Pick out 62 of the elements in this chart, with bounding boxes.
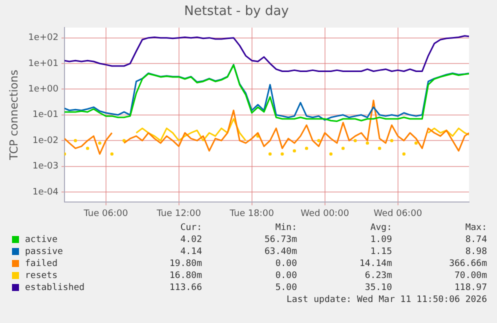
y-axis-title: TCP connections bbox=[7, 70, 20, 162]
text: Avg: bbox=[369, 222, 392, 234]
text: 8.74 bbox=[464, 234, 487, 246]
text: 16.80m bbox=[168, 270, 202, 282]
point bbox=[110, 152, 114, 156]
text: 19.80m bbox=[168, 258, 202, 270]
text: 118.97 bbox=[453, 282, 487, 294]
point bbox=[280, 152, 284, 156]
point bbox=[390, 138, 394, 142]
text: 1.15 bbox=[369, 246, 392, 258]
text: 0.00 bbox=[274, 270, 297, 282]
text: 6.23m bbox=[364, 270, 392, 282]
y-tick-label: 1e+00 bbox=[28, 84, 59, 95]
text: 113.66 bbox=[168, 282, 202, 294]
x-tick-label: Tue 06:00 bbox=[82, 208, 128, 219]
point bbox=[402, 152, 406, 156]
text: 4.02 bbox=[179, 234, 202, 246]
x-tick-label: Tue 18:00 bbox=[228, 208, 274, 219]
point bbox=[122, 138, 126, 142]
y-tick-label: 1e-01 bbox=[32, 110, 58, 120]
point bbox=[304, 146, 308, 150]
legend-label: active bbox=[24, 234, 59, 246]
legend-label: resets bbox=[24, 270, 59, 282]
text: 63.40m bbox=[263, 246, 297, 258]
y-tick-label: 1e-04 bbox=[32, 187, 59, 198]
legend-label: failed bbox=[24, 258, 59, 270]
y-tick-label: 1e-02 bbox=[32, 136, 58, 146]
y-tick-label: 1e-03 bbox=[32, 162, 58, 172]
text: 5.00 bbox=[274, 282, 297, 294]
point bbox=[268, 152, 272, 156]
y-tick-label: 1e+02 bbox=[28, 33, 58, 44]
legend-label: passive bbox=[24, 246, 64, 258]
point bbox=[341, 146, 345, 150]
x-tick-label: Tue 12:00 bbox=[156, 208, 202, 219]
text: 35.10 bbox=[364, 282, 392, 294]
text: 0.00 bbox=[274, 258, 297, 270]
point bbox=[86, 146, 90, 150]
text: Min: bbox=[274, 222, 297, 234]
text: 70.00m bbox=[453, 270, 487, 282]
text: Max: bbox=[464, 222, 487, 234]
point bbox=[354, 138, 357, 142]
x-tick-label: Wed 06:00 bbox=[374, 208, 422, 219]
text: 1.09 bbox=[369, 234, 392, 246]
text: 56.73m bbox=[263, 234, 297, 246]
y-tick-label: 1e+01 bbox=[28, 58, 58, 69]
x-tick-label: Wed 00:00 bbox=[300, 208, 350, 219]
point bbox=[378, 146, 382, 150]
text: 14.14m bbox=[358, 258, 392, 270]
point bbox=[366, 141, 370, 145]
chart-title: Netstat - by day bbox=[184, 4, 290, 20]
text: Last update: Wed Mar 11 11:50:06 2026 bbox=[286, 294, 487, 306]
point bbox=[329, 152, 333, 156]
point bbox=[414, 141, 418, 145]
point bbox=[74, 138, 78, 142]
text: 4.14 bbox=[179, 246, 202, 258]
point bbox=[292, 149, 296, 152]
text: Cur: bbox=[179, 222, 202, 234]
legend-label: established bbox=[24, 282, 86, 294]
point bbox=[317, 138, 320, 142]
text: 366.66m bbox=[448, 258, 487, 270]
text: 8.98 bbox=[464, 246, 487, 258]
point bbox=[98, 141, 102, 145]
